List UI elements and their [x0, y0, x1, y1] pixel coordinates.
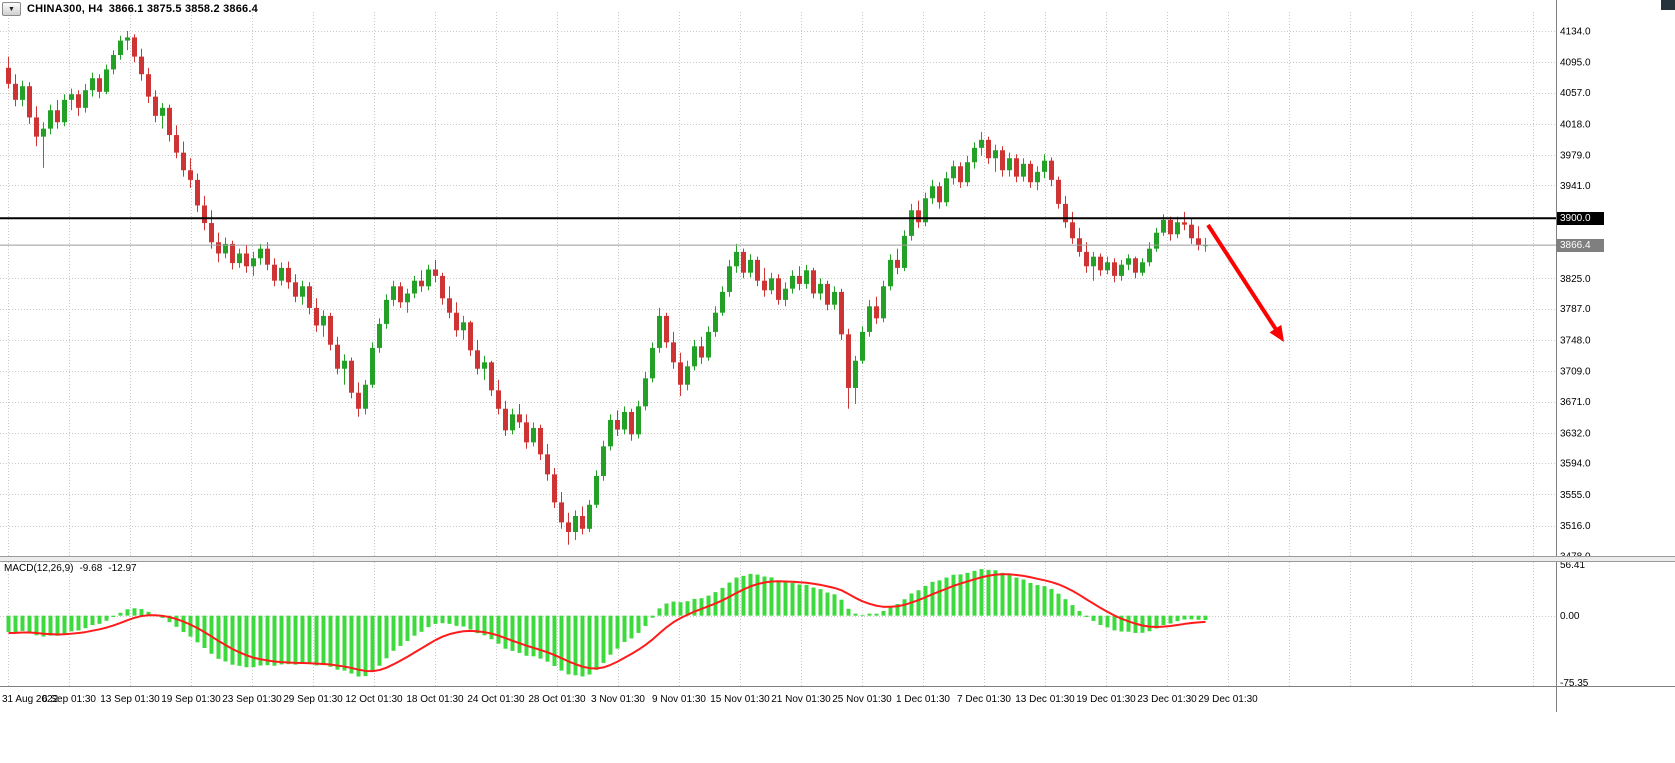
svg-text:13 Sep 01:30: 13 Sep 01:30 — [100, 694, 160, 705]
trend-arrow[interactable] — [1206, 223, 1284, 342]
svg-text:3 Nov 01:30: 3 Nov 01:30 — [591, 694, 645, 705]
svg-text:12 Oct 01:30: 12 Oct 01:30 — [345, 694, 403, 705]
symbol-ohlc: 3866.1 3875.5 3858.2 3866.4 — [108, 3, 258, 15]
top-right-marker — [1661, 0, 1675, 10]
svg-text:3594.0: 3594.0 — [1560, 459, 1591, 470]
svg-text:56.41: 56.41 — [1560, 560, 1585, 571]
symbol-bar: ▼ CHINA300, H4 3866.1 3875.5 3858.2 3866… — [2, 2, 258, 16]
svg-text:29 Sep 01:30: 29 Sep 01:30 — [283, 694, 343, 705]
svg-text:4134.0: 4134.0 — [1560, 27, 1591, 38]
chevron-down-icon: ▼ — [8, 5, 15, 13]
svg-text:25 Nov 01:30: 25 Nov 01:30 — [832, 694, 892, 705]
svg-text:3979.0: 3979.0 — [1560, 151, 1591, 162]
svg-text:9 Nov 01:30: 9 Nov 01:30 — [652, 694, 706, 705]
macd-histogram — [6, 569, 1208, 677]
svg-text:3941.0: 3941.0 — [1560, 181, 1591, 192]
svg-text:3709.0: 3709.0 — [1560, 367, 1591, 378]
svg-text:19 Sep 01:30: 19 Sep 01:30 — [161, 694, 221, 705]
svg-text:24 Oct 01:30: 24 Oct 01:30 — [467, 694, 525, 705]
svg-text:19 Dec 01:30: 19 Dec 01:30 — [1076, 694, 1136, 705]
macd-indicator-name: MACD(12,26,9) — [4, 563, 74, 574]
svg-text:31 Aug 2022: 31 Aug 2022 — [2, 694, 59, 705]
panel-splitter[interactable] — [0, 556, 1675, 562]
svg-text:3825.0: 3825.0 — [1560, 274, 1591, 285]
svg-text:4095.0: 4095.0 — [1560, 58, 1591, 69]
macd-signal-value: -12.97 — [108, 563, 137, 574]
price-axis-labels: 4134.0 4095.0 4057.0 4018.0 3979.0 3941.0 3825… — [1560, 27, 1591, 690]
svg-text:23 Dec 01:30: 23 Dec 01:30 — [1137, 694, 1197, 705]
svg-text:3516.0: 3516.0 — [1560, 521, 1591, 532]
svg-text:-75.35: -75.35 — [1560, 678, 1589, 689]
svg-text:21 Nov 01:30: 21 Nov 01:30 — [771, 694, 831, 705]
hline-price-tag: 3900.0 — [1557, 212, 1604, 225]
svg-text:4057.0: 4057.0 — [1560, 88, 1591, 99]
macd-signal-line — [8, 573, 1206, 673]
current-price-tag: 3866.4 — [1557, 239, 1604, 252]
gridlines — [0, 12, 1556, 686]
symbol-title: CHINA300, H4 — [27, 3, 103, 15]
svg-text:28 Oct 01:30: 28 Oct 01:30 — [528, 694, 586, 705]
symbol-dropdown-button[interactable]: ▼ — [2, 2, 21, 16]
svg-text:29 Dec 01:30: 29 Dec 01:30 — [1198, 694, 1258, 705]
svg-text:3671.0: 3671.0 — [1560, 397, 1591, 408]
svg-text:7 Dec 01:30: 7 Dec 01:30 — [957, 694, 1011, 705]
svg-text:6 Sep 01:30: 6 Sep 01:30 — [42, 694, 96, 705]
svg-text:4018.0: 4018.0 — [1560, 119, 1591, 130]
candles — [6, 31, 1208, 545]
svg-text:23 Sep 01:30: 23 Sep 01:30 — [222, 694, 282, 705]
svg-text:0.00: 0.00 — [1560, 611, 1580, 622]
svg-text:15 Nov 01:30: 15 Nov 01:30 — [710, 694, 770, 705]
svg-text:3555.0: 3555.0 — [1560, 490, 1591, 501]
svg-text:13 Dec 01:30: 13 Dec 01:30 — [1015, 694, 1075, 705]
svg-text:18 Oct 01:30: 18 Oct 01:30 — [406, 694, 464, 705]
svg-text:3748.0: 3748.0 — [1560, 335, 1591, 346]
macd-label: MACD(12,26,9) -9.68 -12.97 — [4, 563, 137, 574]
macd-main-value: -9.68 — [79, 563, 103, 574]
svg-text:1 Dec 01:30: 1 Dec 01:30 — [896, 694, 950, 705]
svg-text:3632.0: 3632.0 — [1560, 428, 1591, 439]
svg-text:3787.0: 3787.0 — [1560, 304, 1591, 315]
